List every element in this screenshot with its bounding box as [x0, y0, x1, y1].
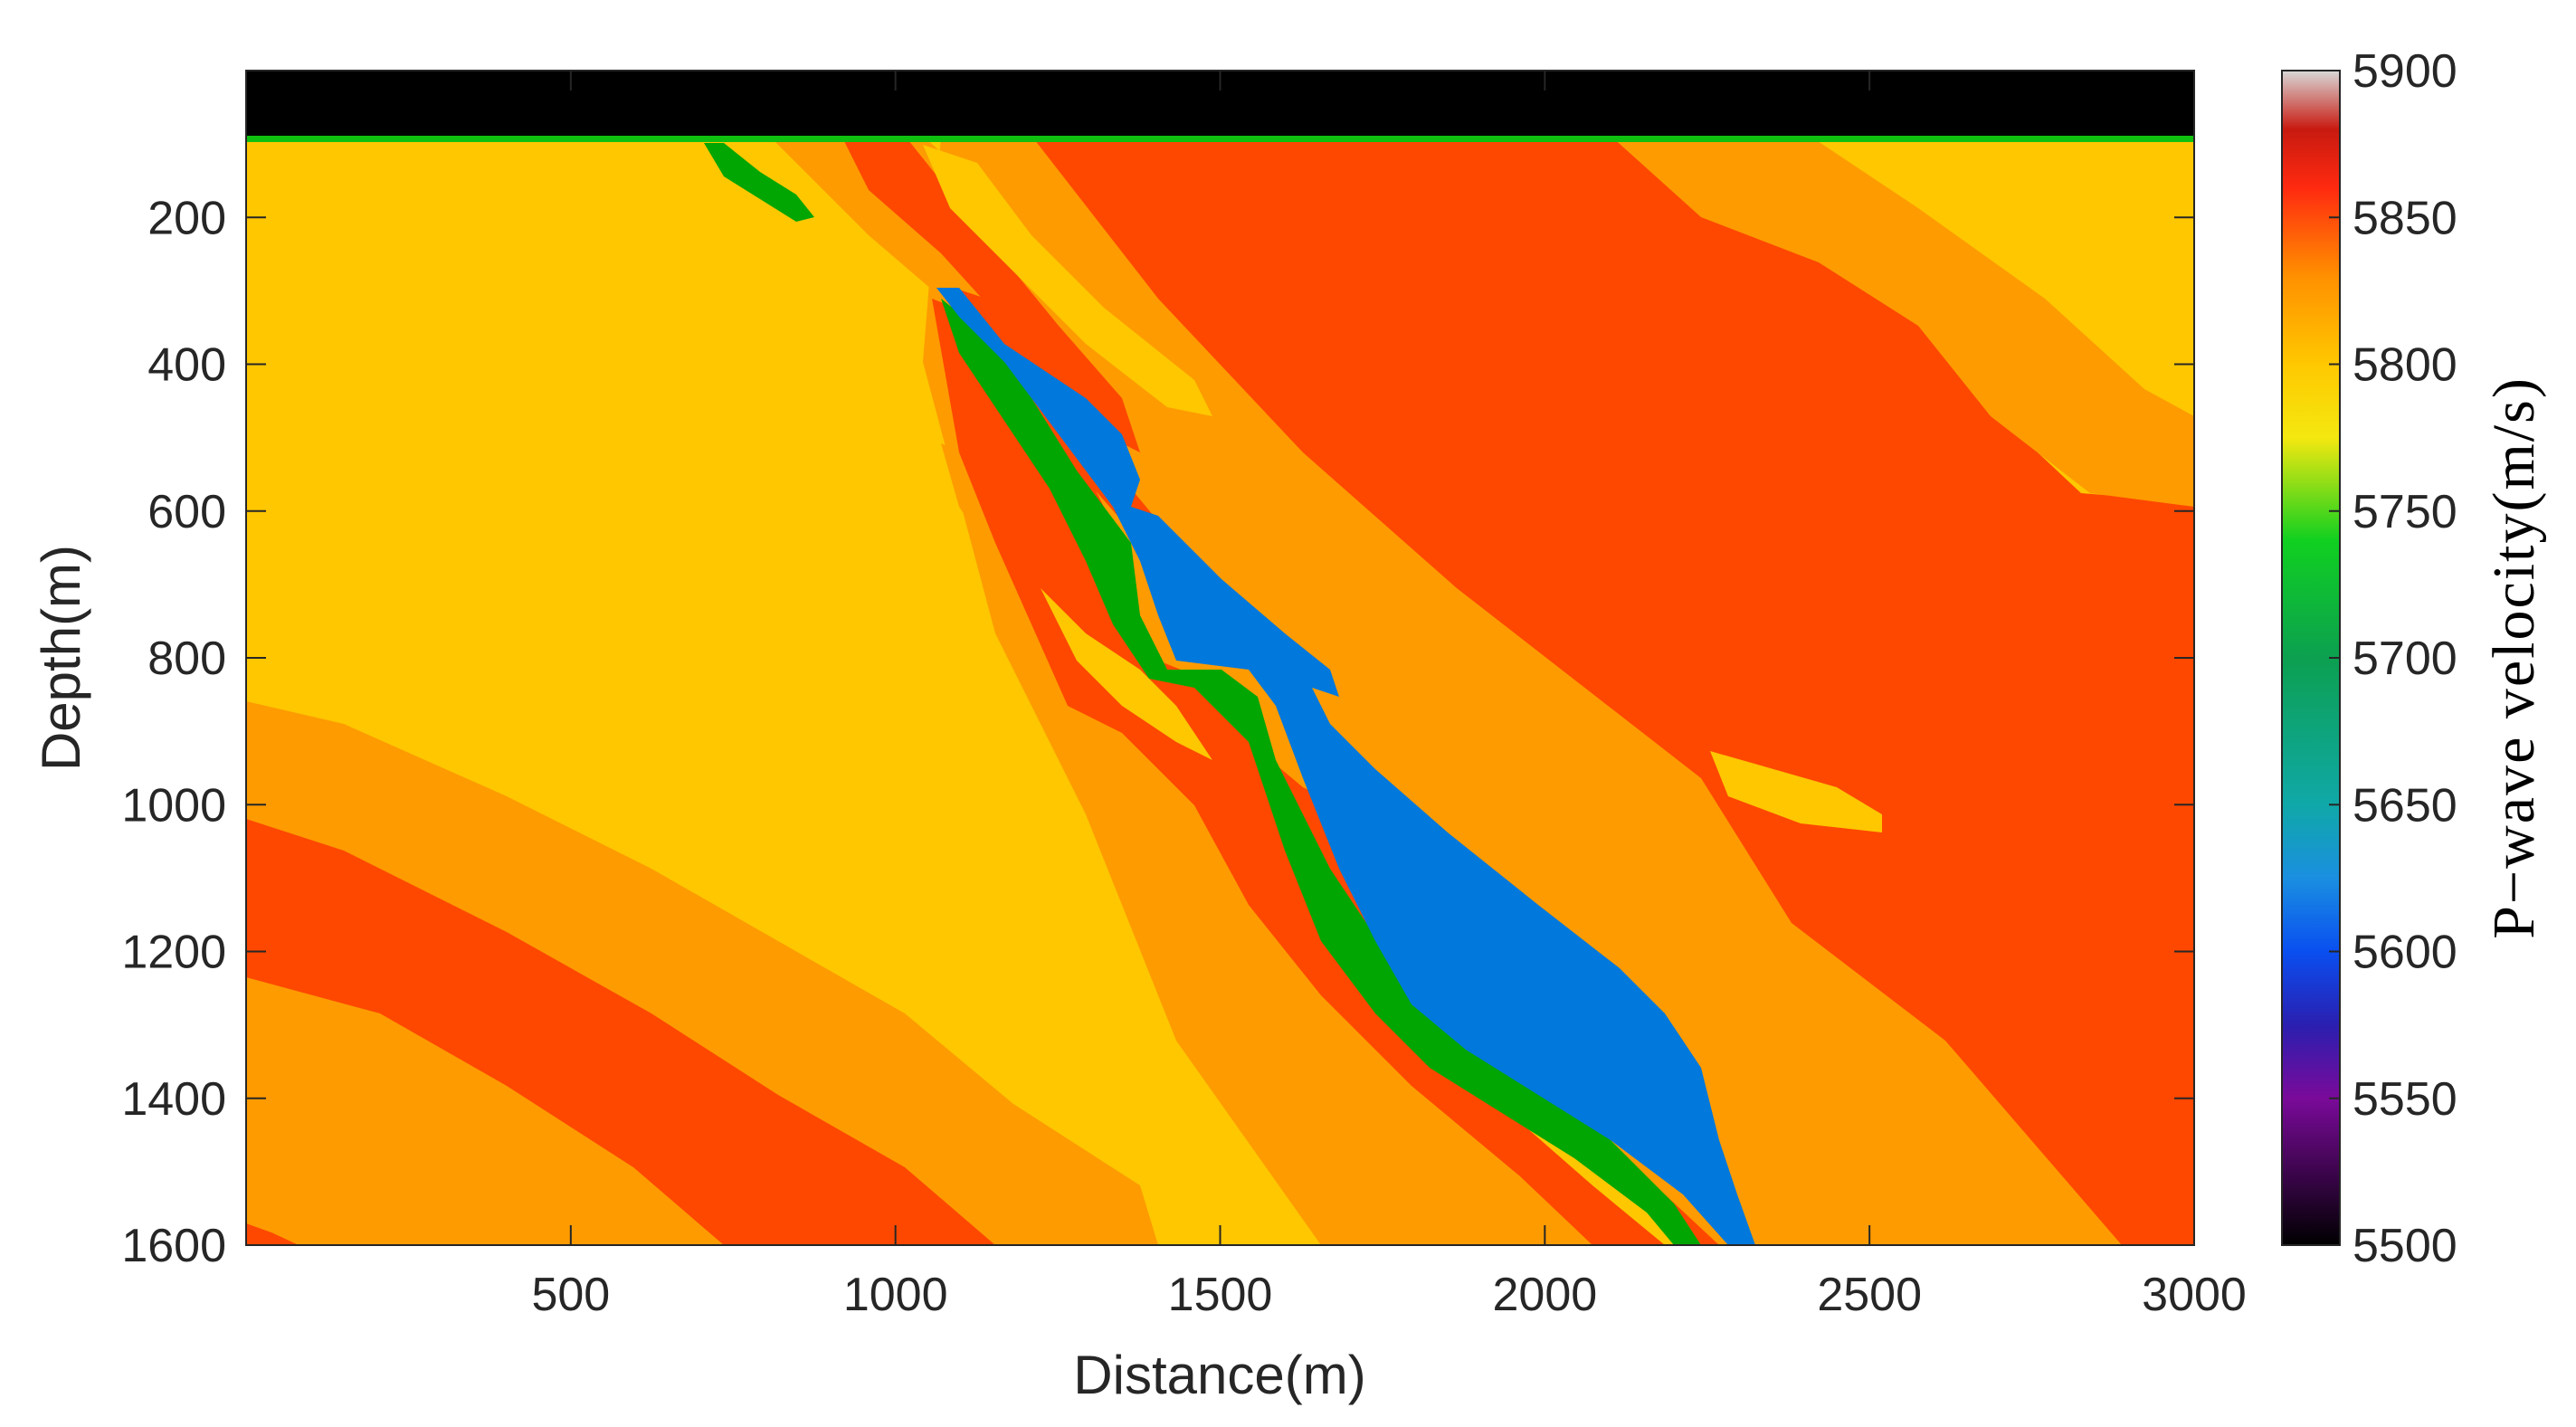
colorbar-tick-label: 5800 [2353, 339, 2457, 392]
y-tick-label: 600 [147, 486, 226, 538]
red-fault-streak-1 [841, 136, 1140, 452]
orange-layer-bottom-left [246, 977, 724, 1245]
y-axis: 200 400 600 800 1000 1200 1400 1600 [121, 192, 2194, 1272]
red-layer-corner [246, 1223, 299, 1245]
x-tick-label: 2500 [1817, 1269, 1922, 1321]
colorbar-tick-label: 5900 [2353, 45, 2457, 98]
colorbar-label: P−wave velocity(m/s) [2481, 376, 2547, 939]
x-tick-label: 1000 [843, 1269, 948, 1321]
x-tick-label: 2000 [1492, 1269, 1597, 1321]
y-axis-label: Depth(m) [31, 545, 91, 771]
y-tick-label: 1200 [121, 927, 226, 979]
x-axis-label: Distance(m) [1073, 1345, 1365, 1405]
colorbar-tick-label: 5700 [2353, 633, 2457, 685]
yellow-fault-streak [923, 145, 1212, 416]
orange-layer-far-right [1611, 136, 2194, 507]
green-band [941, 299, 1701, 1245]
x-tick-label: 500 [531, 1269, 610, 1321]
y-tick-label: 1600 [121, 1220, 226, 1272]
y-tick-label: 1400 [121, 1073, 226, 1126]
colorbar-tick-label: 5550 [2353, 1073, 2457, 1126]
colorbar: 5500 5550 5600 5650 5700 5750 5800 5850 5900 P−w… [2281, 45, 2547, 1272]
y-tick-label: 1000 [121, 779, 226, 832]
x-tick-label: 3000 [2142, 1269, 2247, 1321]
green-band-top [704, 143, 814, 222]
y-tick-label: 400 [147, 339, 226, 392]
colorbar-tick-label: 5650 [2353, 779, 2457, 832]
velocity-model-image [246, 71, 2194, 1245]
y-tick-label: 800 [147, 633, 226, 685]
x-tick-label: 1500 [1168, 1269, 1273, 1321]
colorbar-ticks: 5500 5550 5600 5650 5700 5750 5800 5850 5900 [2329, 45, 2457, 1272]
colorbar-tick-label: 5750 [2353, 486, 2457, 538]
seabed-line [246, 136, 2194, 142]
y-tick-label: 200 [147, 192, 226, 244]
yellow-fault-thin [1041, 588, 1212, 760]
colorbar-tick-label: 5500 [2353, 1220, 2457, 1272]
colorbar-tick-label: 5850 [2353, 192, 2457, 244]
x-axis: 500 1000 1500 2000 2500 3000 [531, 71, 2247, 1321]
blue-band [936, 288, 1755, 1245]
colorbar-tick-label: 5600 [2353, 927, 2457, 979]
red-layer-upper-right [1031, 136, 2194, 1245]
yellow-lens-mid [1710, 751, 1882, 832]
